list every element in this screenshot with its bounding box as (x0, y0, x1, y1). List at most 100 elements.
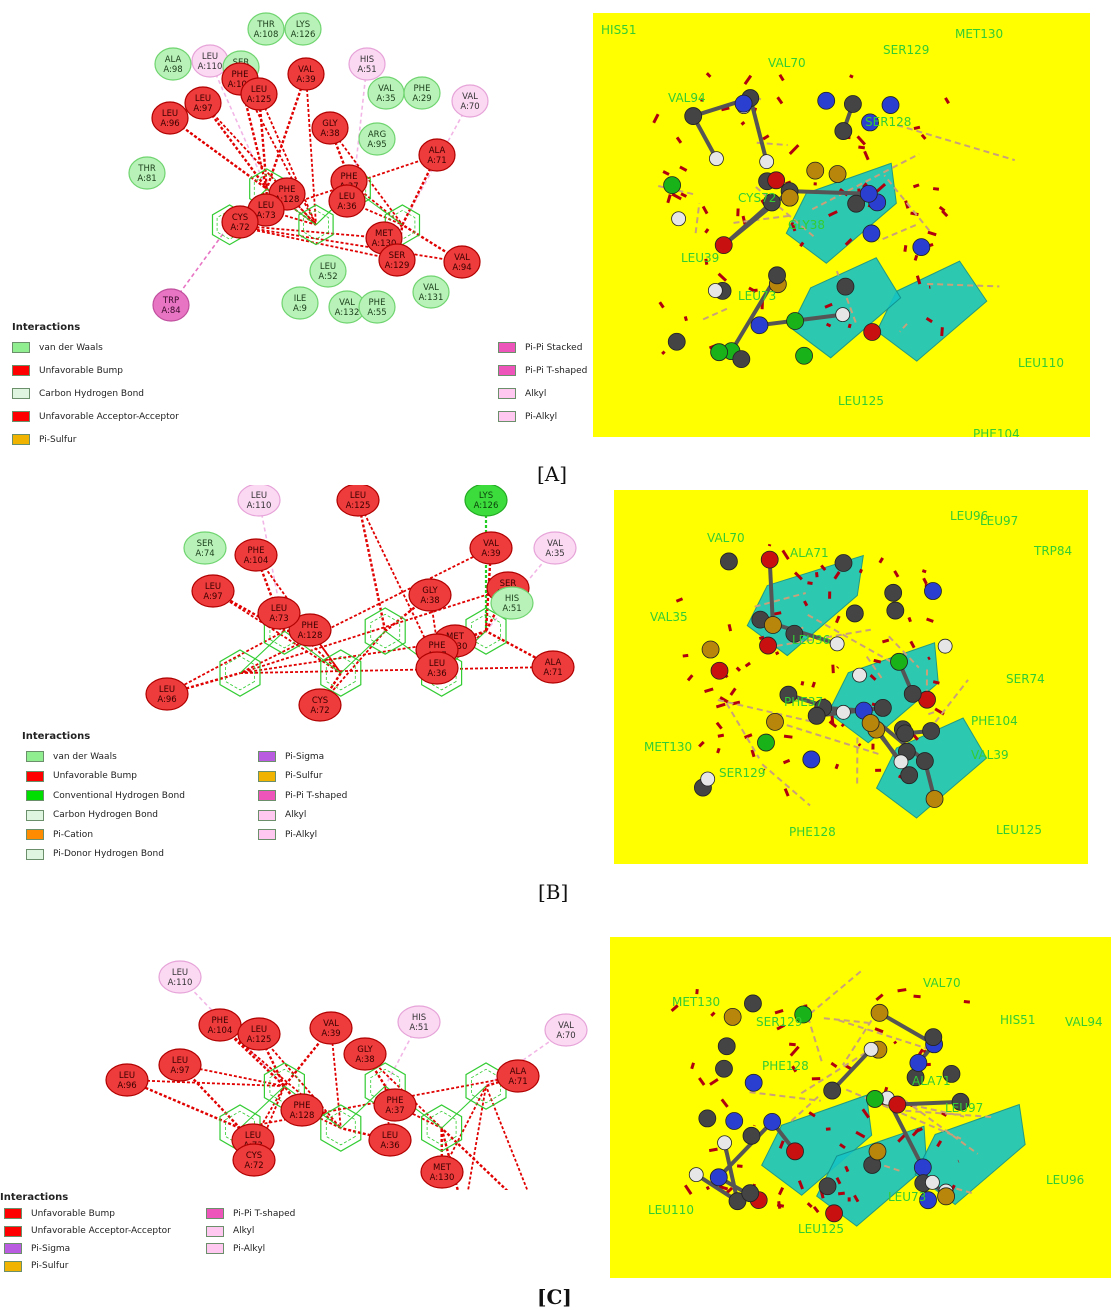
residue-stick (844, 1165, 850, 1173)
ligand-bond-3d (717, 1120, 774, 1179)
residue-stick (941, 1111, 948, 1117)
residue-circle (328, 184, 366, 218)
residue-name: VAL (454, 253, 470, 263)
atom (715, 1059, 733, 1078)
atom (852, 667, 867, 683)
legend-swatch (12, 342, 30, 353)
residue-stick (729, 687, 737, 696)
interaction-dash (845, 1088, 962, 1140)
residue-chain: A:71 (543, 668, 562, 678)
residue-stick (835, 1176, 842, 1185)
residue-stick (941, 209, 949, 218)
residue-name: LEU (339, 192, 355, 202)
legend-label: Conventional Hydrogen Bond (53, 790, 185, 801)
legend: Interactions Unfavorable Bump Unfavorable… (0, 1192, 560, 1292)
legend-label: Pi-Pi T-shaped (525, 365, 588, 376)
residue-chain: A:81 (137, 174, 156, 184)
legend-item: Pi-Pi T-shaped (206, 1208, 295, 1219)
docking-pose-3d: HIS51 MET130 SER129 VAL70 VAL94 SER128 CYS72 GL… (593, 13, 1090, 437)
atom (786, 312, 804, 330)
residue-name: LEU (119, 1071, 135, 1081)
legend-swatch (12, 388, 30, 399)
residue-stick (922, 577, 928, 585)
atom (717, 1037, 736, 1056)
interaction-line (484, 587, 510, 632)
residue-circle (358, 290, 396, 324)
interaction-dash (807, 613, 896, 665)
interaction-dash (811, 153, 920, 211)
residue-stick (840, 723, 845, 728)
residue-label-3d: LEU110 (648, 1203, 694, 1217)
residue-name: PHE (387, 1096, 404, 1106)
residue-circle (237, 1017, 281, 1051)
panel-b: LEU A:110 LEU A:125 LYS A:126 SER A:74 PHE A:104 V… (22, 485, 1088, 904)
legend-item: Unfavorable Bump (26, 770, 137, 782)
residue-stick (704, 228, 710, 234)
atom (863, 323, 882, 341)
residue-label-3d: LEU97 (945, 1101, 984, 1115)
ligand-bond (340, 630, 386, 674)
residue-stick (767, 543, 772, 547)
residue-label-3d: VAL94 (668, 91, 706, 105)
residue-label-3d: ALA71 (912, 1074, 951, 1088)
residue-circle (368, 1123, 412, 1157)
residue-chain: A:125 (247, 1035, 272, 1045)
residue-label-3d: LEU125 (838, 394, 884, 408)
atom (919, 1191, 937, 1210)
residue-circle (237, 485, 281, 517)
residue-stick (715, 721, 723, 730)
residue-stick (824, 302, 833, 309)
legend-swatch (206, 1225, 224, 1237)
interaction-dash (883, 174, 931, 232)
atom (742, 1126, 761, 1145)
residue-stick (717, 272, 728, 282)
residue-stick (740, 120, 746, 126)
residue-circle (247, 12, 285, 46)
residue-stick (799, 241, 805, 248)
interaction-dash (927, 282, 1000, 288)
atom (866, 1090, 884, 1108)
atom (779, 685, 798, 704)
residue-name: GLY (322, 119, 338, 129)
protein-ribbon (875, 717, 988, 819)
residue-label-3d: PHE128 (789, 825, 836, 839)
atom (768, 266, 786, 285)
residue-name: MET (446, 632, 465, 642)
residue-circle (533, 531, 577, 565)
atom (707, 283, 723, 298)
residue-chain: A:74 (195, 549, 214, 559)
ligand-ring (465, 607, 507, 655)
legend-label: Pi-Pi T-shaped (233, 1208, 296, 1219)
atom (818, 1177, 837, 1196)
interaction-line (238, 78, 268, 190)
residue-circle (288, 613, 332, 647)
interaction-line (384, 594, 431, 633)
ligand-bond-3d (897, 1099, 961, 1107)
atom (861, 113, 879, 132)
residue-circle (348, 47, 386, 81)
residue-stick (774, 1008, 784, 1015)
atom (900, 766, 919, 785)
legend: Interactions van der Waals Unfavorable Bu… (12, 322, 587, 452)
residue-stick (683, 316, 688, 322)
residue-stick (743, 74, 753, 85)
residue-chain: A:131 (419, 293, 444, 303)
residue-chain: A:110 (168, 978, 193, 988)
residue-label-3d: GLY38 (788, 218, 825, 232)
panel-label: [B] (538, 880, 569, 904)
residue-stick (736, 1164, 743, 1168)
residue-circle (234, 538, 278, 572)
residue-chain: A:130 (372, 239, 397, 249)
residue-chain: A:126 (474, 501, 499, 511)
atom (834, 122, 853, 140)
residue-label-3d: CYS72 (738, 191, 777, 205)
